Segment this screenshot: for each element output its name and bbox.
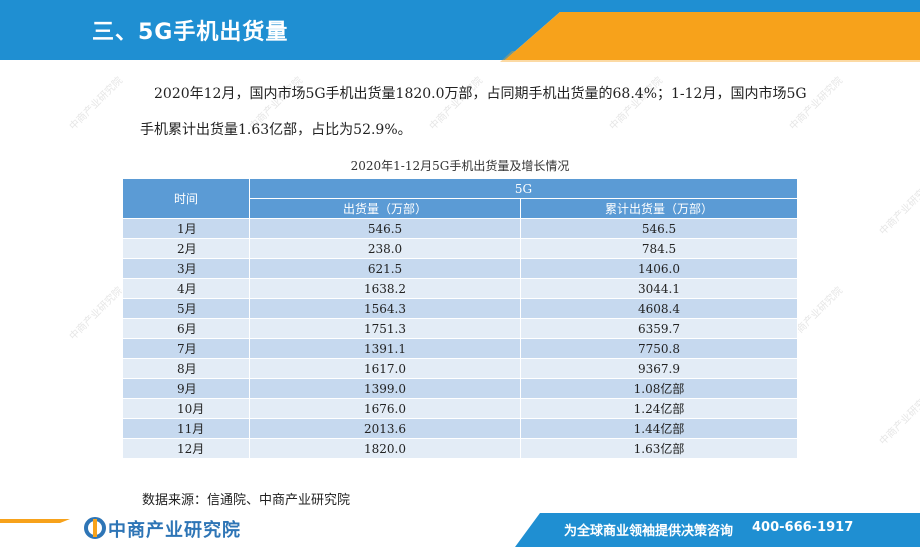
cell-shipment: 1676.0 — [249, 398, 521, 419]
cell-cumulative: 9367.9 — [520, 358, 798, 379]
cell-shipment: 238.0 — [249, 238, 521, 259]
table-row: 2月 238.0 784.5 — [122, 238, 798, 259]
watermark-text: 中商产业研究院 — [877, 180, 920, 238]
cell-shipment: 1564.3 — [249, 298, 521, 319]
cell-cumulative: 546.5 — [520, 218, 798, 239]
table-row: 10月 1676.0 1.24亿部 — [122, 398, 798, 419]
shipment-table: 时间 5G 出货量（万部） 累计出货量（万部） 1月 546.5 546.5 2月 23… — [122, 178, 798, 459]
cell-cumulative: 1.44亿部 — [520, 418, 798, 439]
cell-shipment: 1638.2 — [249, 278, 521, 299]
cell-cumulative: 1.24亿部 — [520, 398, 798, 419]
cell-month: 8月 — [122, 358, 250, 379]
cell-cumulative: 1406.0 — [520, 258, 798, 279]
cell-month: 9月 — [122, 378, 250, 399]
cell-shipment: 1391.1 — [249, 338, 521, 359]
cell-month: 1月 — [122, 218, 250, 239]
watermark-text: 中商产业研究院 — [877, 390, 920, 448]
table-row: 9月 1399.0 1.08亿部 — [122, 378, 798, 399]
cell-shipment: 1751.3 — [249, 318, 521, 339]
cell-cumulative: 784.5 — [520, 238, 798, 259]
cell-month: 7月 — [122, 338, 250, 359]
cell-cumulative: 3044.1 — [520, 278, 798, 299]
table-row: 12月 1820.0 1.63亿部 — [122, 438, 798, 459]
cell-month: 5月 — [122, 298, 250, 319]
cell-cumulative: 4608.4 — [520, 298, 798, 319]
logo-icon — [84, 517, 106, 539]
table-row: 6月 1751.3 6359.7 — [122, 318, 798, 339]
table-row: 1月 546.5 546.5 — [122, 218, 798, 239]
hotline: 400-666-1917 — [752, 520, 854, 535]
cell-shipment: 2013.6 — [249, 418, 521, 439]
data-source: 数据来源：信通院、中商产业研究院 — [142, 493, 351, 508]
header-time: 时间 — [122, 178, 250, 219]
page-title: 三、5G手机出货量 — [92, 20, 289, 45]
slogan: 为全球商业领袖提供决策咨询 — [564, 524, 734, 539]
cell-cumulative: 1.63亿部 — [520, 438, 798, 459]
cell-cumulative: 7750.8 — [520, 338, 798, 359]
cell-month: 12月 — [122, 438, 250, 459]
cell-shipment: 546.5 — [249, 218, 521, 239]
cell-shipment: 621.5 — [249, 258, 521, 279]
cell-month: 6月 — [122, 318, 250, 339]
cell-cumulative: 6359.7 — [520, 318, 798, 339]
watermark-text: 中商产业研究院 — [67, 75, 126, 133]
header-shipment: 出货量（万部） — [249, 198, 521, 219]
table-row: 11月 2013.6 1.44亿部 — [122, 418, 798, 439]
table-row: 8月 1617.0 9367.9 — [122, 358, 798, 379]
table-row: 5月 1564.3 4608.4 — [122, 298, 798, 319]
table-row: 4月 1638.2 3044.1 — [122, 278, 798, 299]
cell-shipment: 1399.0 — [249, 378, 521, 399]
header-background — [0, 0, 920, 62]
footer-background — [0, 513, 920, 547]
cell-month: 10月 — [122, 398, 250, 419]
table-row: 7月 1391.1 7750.8 — [122, 338, 798, 359]
header-5g: 5G — [249, 178, 798, 199]
footer-bar — [0, 513, 920, 547]
header-banner: 三、5G手机出货量 — [0, 0, 920, 62]
table-title: 2020年1-12月5G手机出货量及增长情况 — [350, 159, 570, 173]
header-cumulative: 累计出货量（万部） — [520, 198, 798, 219]
table-row: 3月 621.5 1406.0 — [122, 258, 798, 279]
cell-shipment: 1617.0 — [249, 358, 521, 379]
intro-paragraph: 2020年12月，国内市场5G手机出货量1820.0万部，占同期手机出货量的68… — [140, 86, 807, 138]
cell-month: 3月 — [122, 258, 250, 279]
cell-month: 11月 — [122, 418, 250, 439]
watermark-text: 中商产业研究院 — [67, 285, 126, 343]
cell-month: 4月 — [122, 278, 250, 299]
cell-shipment: 1820.0 — [249, 438, 521, 459]
cell-cumulative: 1.08亿部 — [520, 378, 798, 399]
cell-month: 2月 — [122, 238, 250, 259]
logo-text: 中商产业研究院 — [108, 520, 241, 541]
table-body: 1月 546.5 546.5 2月 238.0 784.5 3月 621.5 1406.0 4月 1… — [122, 218, 798, 459]
